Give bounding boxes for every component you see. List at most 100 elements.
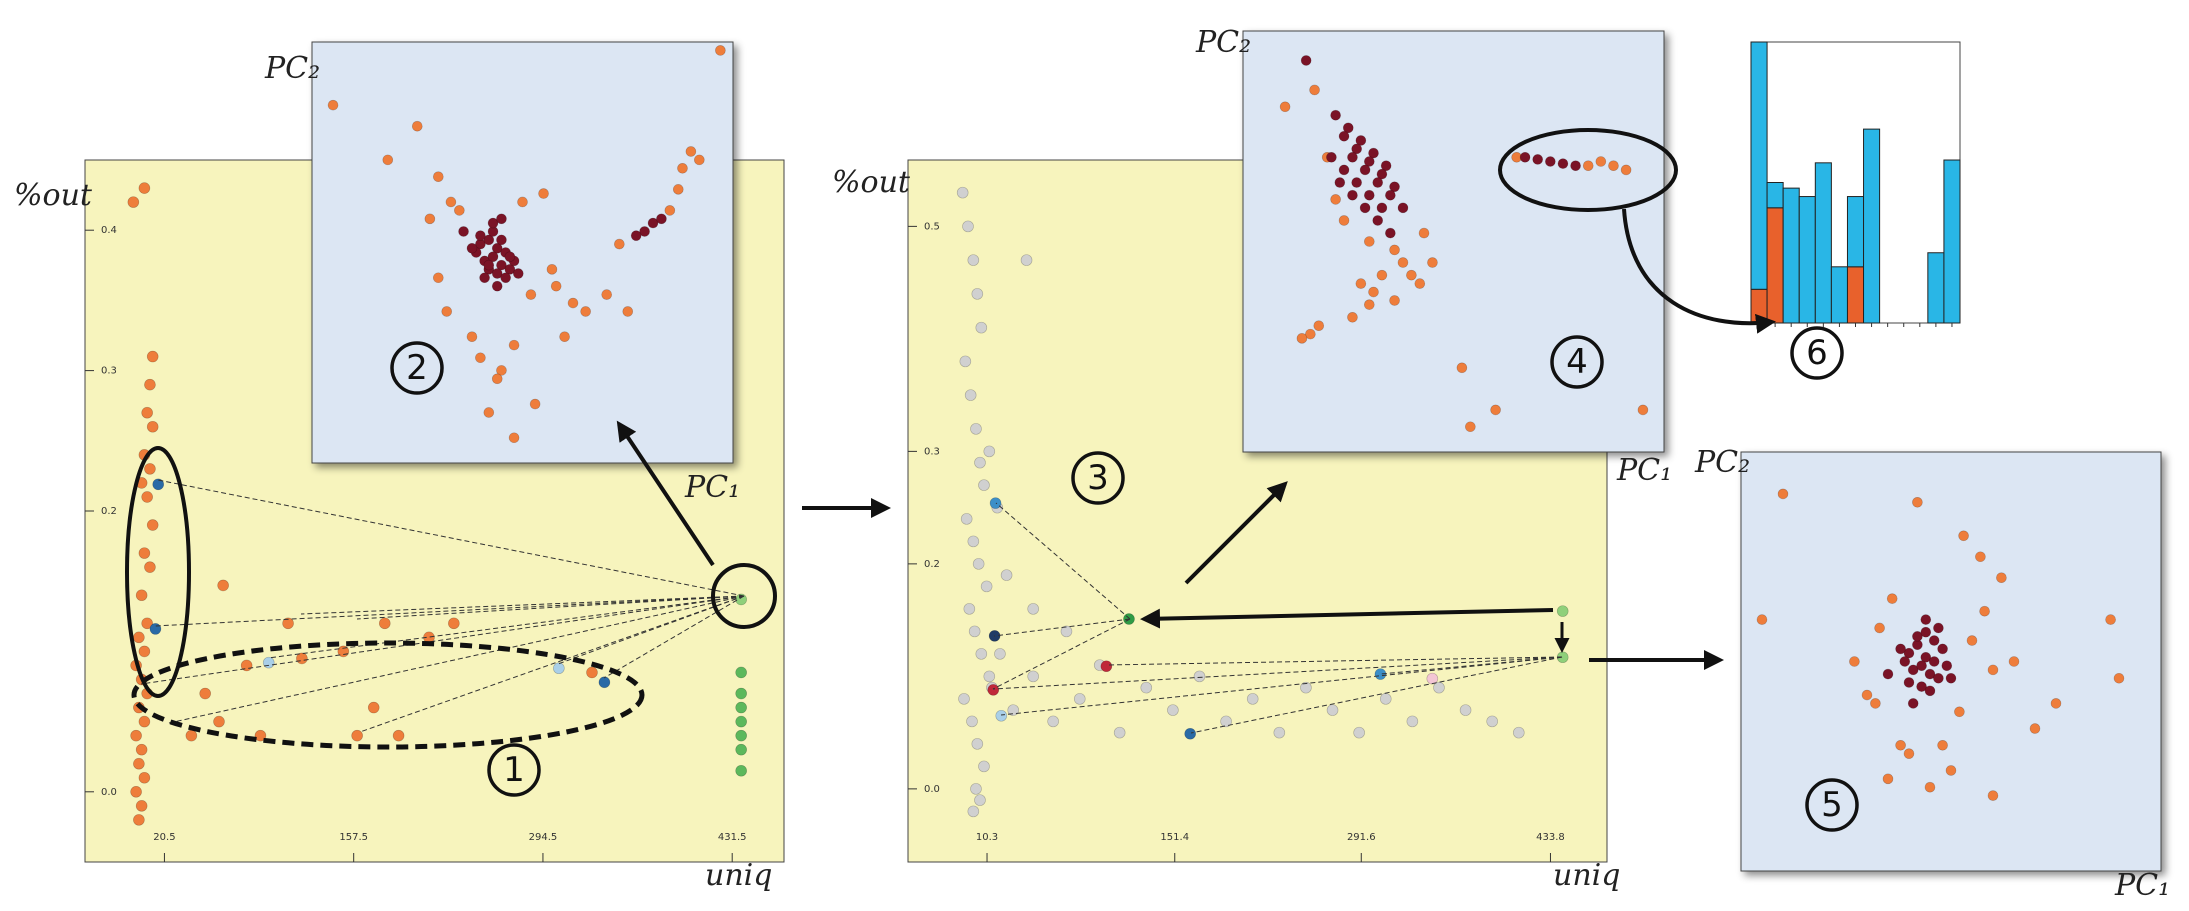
step-number: 4 <box>1566 342 1588 382</box>
point <box>964 389 977 401</box>
point <box>1916 681 1927 692</box>
point <box>1414 278 1426 289</box>
dashed-ellipse <box>131 640 645 750</box>
point <box>146 420 159 433</box>
point <box>491 373 503 385</box>
point <box>1246 693 1259 705</box>
point <box>144 378 156 391</box>
point <box>185 729 198 742</box>
x-tick-label: 20.5 <box>153 832 175 843</box>
point <box>1027 670 1039 683</box>
point <box>1167 704 1179 716</box>
point <box>1912 631 1923 642</box>
point <box>392 729 405 742</box>
point <box>2050 698 2062 709</box>
point <box>525 289 537 300</box>
point <box>1937 643 1948 655</box>
point <box>282 617 294 630</box>
point <box>146 519 159 531</box>
point <box>262 656 275 669</box>
x-tick-label: 151.4 <box>1160 832 1189 843</box>
point <box>504 264 516 275</box>
y-tick-label: 0.5 <box>924 221 940 232</box>
point <box>135 589 148 602</box>
point <box>411 120 423 132</box>
y-tick-label: 0.0 <box>924 784 940 795</box>
point <box>1376 269 1388 281</box>
point <box>217 579 229 592</box>
y-axis-label: %out <box>14 178 93 213</box>
point <box>1000 569 1013 581</box>
x-tick-label: 294.5 <box>529 832 558 843</box>
point <box>1330 109 1341 121</box>
point <box>1933 672 1944 684</box>
point <box>479 272 490 284</box>
point <box>1300 681 1312 694</box>
point <box>517 196 528 208</box>
point <box>1376 202 1388 214</box>
point <box>491 280 503 292</box>
x-axis-label: uniq <box>1553 858 1620 893</box>
point <box>1556 605 1569 617</box>
bar-segment <box>1766 207 1784 324</box>
point <box>1347 152 1358 163</box>
bar-segment <box>1830 266 1848 324</box>
point <box>1557 158 1569 169</box>
point <box>1979 605 1990 617</box>
point <box>967 254 980 266</box>
point <box>956 186 969 199</box>
point <box>127 196 140 208</box>
bar-segment <box>1863 128 1881 324</box>
point <box>1313 320 1325 332</box>
point <box>152 478 165 491</box>
point <box>2113 672 2125 684</box>
point <box>135 743 148 756</box>
point <box>1987 790 1999 801</box>
point <box>1519 152 1531 163</box>
point <box>546 264 558 275</box>
point <box>146 350 159 363</box>
point <box>1372 215 1384 226</box>
point <box>1895 739 1906 751</box>
point <box>677 163 688 174</box>
point <box>491 268 503 279</box>
point <box>1326 152 1337 163</box>
point <box>1620 164 1632 176</box>
point <box>1140 681 1153 694</box>
point <box>1975 551 1986 563</box>
point <box>1374 668 1387 680</box>
y-axis-label: PC₂ <box>1195 25 1251 60</box>
point <box>735 715 747 728</box>
y-tick-label: 0.3 <box>101 366 117 377</box>
point <box>475 230 486 241</box>
point <box>1954 706 1965 718</box>
x-tick-label: 431.5 <box>718 832 747 843</box>
point <box>1351 177 1362 188</box>
point <box>958 693 970 705</box>
point <box>1595 156 1607 167</box>
point <box>1945 765 1957 776</box>
point <box>974 794 986 806</box>
step-number: 3 <box>1087 458 1109 498</box>
point <box>1406 269 1417 281</box>
point <box>500 272 511 284</box>
bar-segment <box>1943 159 1961 324</box>
point <box>550 280 562 292</box>
point <box>1486 715 1498 728</box>
point <box>1047 715 1059 728</box>
point <box>483 234 495 246</box>
point <box>975 648 988 660</box>
point <box>1355 278 1367 289</box>
point <box>441 306 453 317</box>
bar-segment <box>1782 187 1800 324</box>
point <box>1907 664 1919 676</box>
point <box>1113 726 1126 739</box>
point <box>1899 656 1911 667</box>
point <box>1380 160 1392 172</box>
point <box>630 230 642 241</box>
point <box>553 662 565 675</box>
highlight-ellipse <box>125 446 191 698</box>
point <box>1027 603 1039 615</box>
point <box>445 196 457 208</box>
point <box>1220 715 1232 728</box>
